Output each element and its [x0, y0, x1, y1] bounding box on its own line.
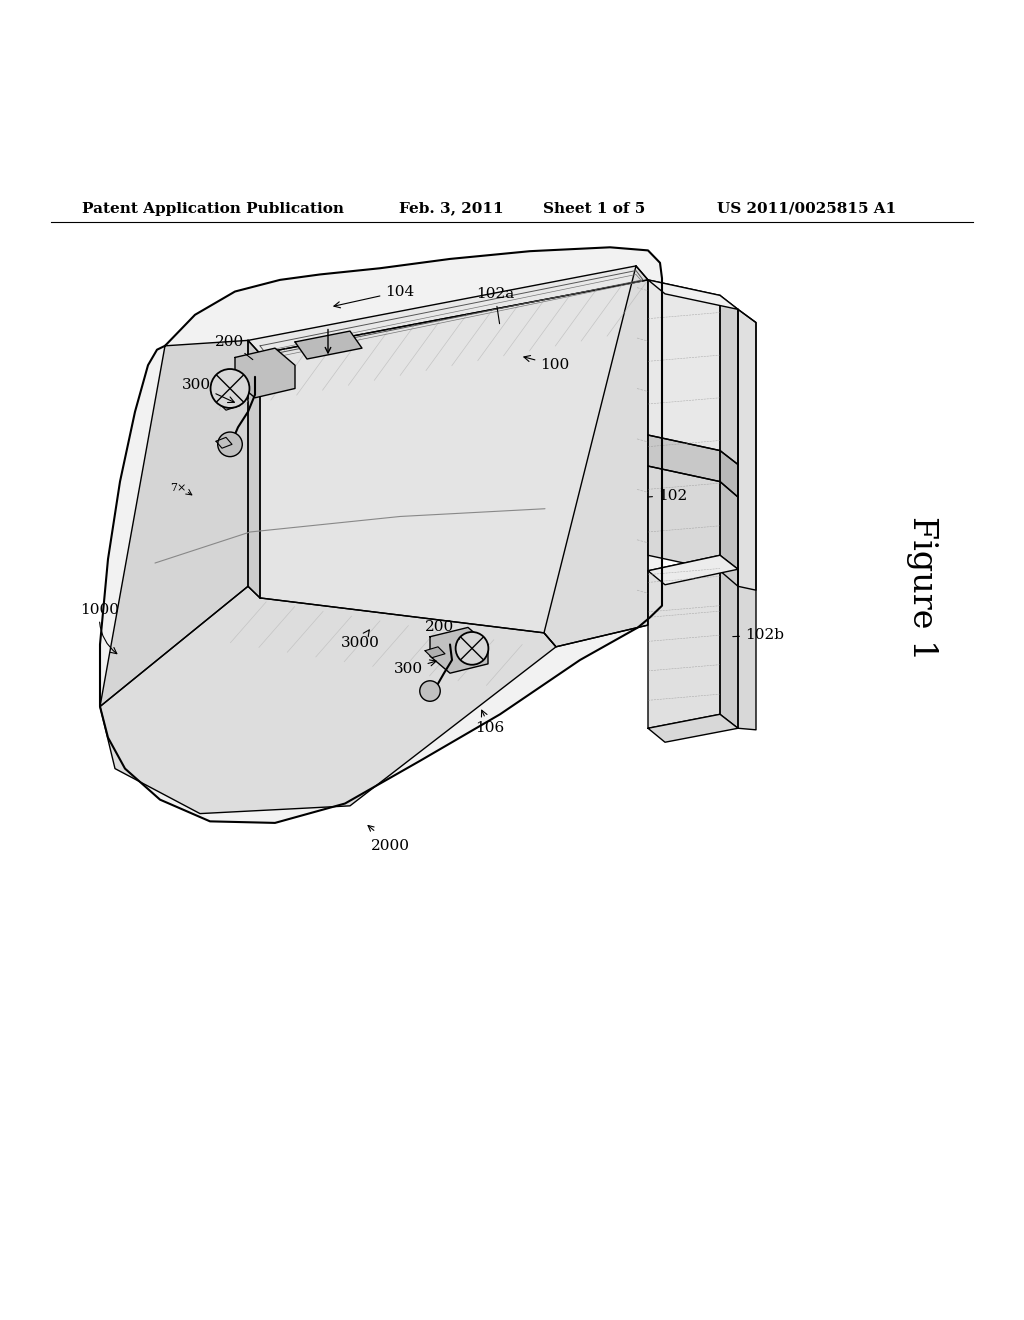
- Polygon shape: [100, 586, 556, 813]
- Text: US 2011/0025815 A1: US 2011/0025815 A1: [717, 202, 896, 215]
- Polygon shape: [720, 482, 738, 586]
- Circle shape: [218, 432, 243, 457]
- Text: 7×: 7×: [170, 483, 186, 492]
- Polygon shape: [648, 280, 720, 450]
- Polygon shape: [248, 265, 648, 354]
- Polygon shape: [738, 309, 756, 590]
- Text: 102a: 102a: [476, 286, 514, 323]
- Polygon shape: [425, 647, 445, 657]
- Text: 200: 200: [425, 620, 460, 639]
- Polygon shape: [720, 556, 738, 729]
- Polygon shape: [260, 280, 648, 647]
- Polygon shape: [544, 265, 648, 647]
- Polygon shape: [648, 556, 738, 585]
- Text: 102: 102: [648, 488, 687, 503]
- Polygon shape: [100, 247, 662, 822]
- Circle shape: [211, 370, 250, 408]
- Polygon shape: [295, 331, 362, 359]
- Text: Feb. 3, 2011: Feb. 3, 2011: [399, 202, 504, 215]
- Polygon shape: [648, 280, 738, 309]
- Text: 3000: 3000: [341, 630, 380, 649]
- Polygon shape: [720, 296, 738, 465]
- Text: 200: 200: [215, 335, 253, 359]
- Text: Figure 1: Figure 1: [905, 516, 938, 660]
- Text: 104: 104: [334, 285, 415, 308]
- Polygon shape: [216, 437, 232, 449]
- Polygon shape: [100, 341, 248, 706]
- Text: 106: 106: [475, 710, 505, 735]
- Circle shape: [456, 632, 488, 665]
- Polygon shape: [218, 397, 240, 411]
- Polygon shape: [648, 466, 720, 570]
- Text: 300: 300: [393, 660, 436, 676]
- Text: Patent Application Publication: Patent Application Publication: [82, 202, 344, 215]
- Text: 300: 300: [181, 378, 234, 403]
- Polygon shape: [648, 714, 738, 742]
- Polygon shape: [648, 556, 720, 729]
- Polygon shape: [234, 348, 295, 397]
- Text: 102b: 102b: [733, 628, 784, 642]
- Polygon shape: [430, 627, 488, 673]
- Text: 2000: 2000: [371, 840, 410, 853]
- Text: 100: 100: [524, 355, 569, 372]
- Text: 1000: 1000: [81, 602, 120, 653]
- Polygon shape: [738, 309, 756, 730]
- Polygon shape: [720, 450, 738, 498]
- Polygon shape: [648, 436, 720, 482]
- Polygon shape: [248, 341, 260, 598]
- Text: Sheet 1 of 5: Sheet 1 of 5: [543, 202, 645, 215]
- Circle shape: [420, 681, 440, 701]
